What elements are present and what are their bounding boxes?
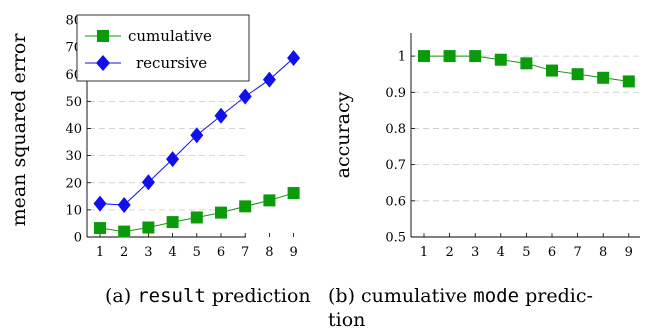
x-tick-label: 3 (144, 245, 152, 260)
x-tick-label: 1 (420, 245, 428, 260)
data-point-diamond (141, 174, 155, 191)
x-tick-label: 6 (217, 245, 225, 260)
data-point-square (597, 71, 610, 84)
caption-b-suffix: predic- (519, 285, 593, 307)
y-tick-label: 0.5 (385, 231, 406, 246)
y-tick-label: 0 (74, 231, 82, 246)
caption-a-prefix: (a) (105, 285, 137, 307)
y-tick-label: 50 (65, 95, 82, 110)
caption-a-code: result (137, 285, 206, 307)
legend-marker-square (97, 30, 109, 42)
x-tick-label: 9 (289, 245, 297, 260)
data-point-diamond (214, 107, 228, 124)
y-tick-label: 0.7 (385, 158, 406, 173)
data-point-diamond (238, 88, 252, 105)
y-tick-label: 30 (65, 149, 82, 164)
data-point-square (239, 200, 252, 213)
y-tick-label: 1 (398, 50, 406, 65)
data-point-square (622, 75, 635, 88)
x-tick-label: 8 (599, 245, 607, 260)
data-point-diamond (93, 195, 107, 212)
caption-a: (a) result prediction (105, 285, 311, 307)
y-tick-label: 0.8 (385, 122, 406, 137)
caption-b-prefix: (b) cumulative (328, 285, 473, 307)
data-point-diamond (166, 151, 180, 168)
data-point-square (494, 53, 507, 66)
x-tick-label: 3 (471, 245, 479, 260)
chart-a-y-axis-label: mean squared error (8, 33, 30, 227)
data-point-square (546, 64, 558, 77)
chart-a-x-ticks: 1 2 3 4 5 6 7 8 9 (96, 233, 298, 260)
y-tick-label: 0.9 (385, 86, 406, 101)
data-point-square (443, 50, 456, 63)
y-tick-label: 10 (65, 203, 82, 218)
legend-box (76, 14, 250, 82)
data-point-square (520, 57, 533, 70)
x-tick-label: 1 (96, 245, 104, 260)
data-point-square (287, 187, 300, 200)
data-point-square (418, 50, 430, 63)
caption-b-code: mode (473, 285, 519, 307)
x-tick-label: 5 (522, 245, 530, 260)
y-tick-label: 20 (65, 176, 82, 191)
data-point-diamond (262, 71, 276, 88)
data-point-square (263, 194, 276, 207)
x-tick-label: 4 (497, 245, 505, 260)
caption-a-suffix: prediction (206, 285, 311, 307)
chart-b-series (418, 50, 635, 88)
legend-marker-diamond (96, 55, 110, 71)
data-point-square (166, 216, 179, 229)
x-tick-label: 5 (193, 245, 201, 260)
x-tick-label: 7 (573, 245, 581, 260)
data-point-square (190, 211, 203, 224)
chart-b-gridlines (413, 55, 640, 202)
chart-b-y-axis-label: accuracy (332, 91, 354, 178)
data-point-diamond (117, 196, 131, 213)
y-tick-label: 40 (65, 122, 82, 137)
caption-b: (b) cumulative mode predic- (328, 285, 593, 307)
data-point-diamond (287, 49, 301, 66)
x-tick-label: 7 (241, 245, 249, 260)
y-tick-label: 0.6 (385, 194, 406, 209)
legend-label-cumulative: cumulative (128, 27, 212, 45)
x-tick-label: 2 (445, 245, 453, 260)
chart-b-y-ticks: 0.5 0.6 0.7 0.8 0.9 1 (385, 50, 415, 246)
x-tick-label: 9 (625, 245, 633, 260)
x-tick-label: 6 (548, 245, 556, 260)
x-tick-label: 4 (168, 245, 176, 260)
data-point-square (118, 225, 131, 238)
legend-label-recursive: recursive (136, 54, 207, 72)
chart-b-axes (410, 33, 640, 238)
data-point-square (215, 206, 227, 219)
caption-b-line2: tion (328, 309, 365, 331)
data-point-diamond (190, 127, 204, 144)
chart-b: 0.5 0.6 0.7 0.8 0.9 1 1 2 3 4 5 6 7 8 9 accuracy (b) … (328, 33, 640, 331)
data-point-square (469, 50, 482, 63)
chart-b-x-ticks: 1 2 3 4 5 6 7 8 9 (420, 233, 633, 260)
data-point-square (94, 222, 106, 235)
x-tick-label: 8 (265, 245, 273, 260)
x-tick-label: 2 (120, 245, 128, 260)
chart-a-legend: cumulative recursive (76, 14, 250, 82)
data-point-square (142, 221, 155, 234)
data-point-square (571, 68, 584, 81)
chart-a-series (93, 49, 301, 238)
